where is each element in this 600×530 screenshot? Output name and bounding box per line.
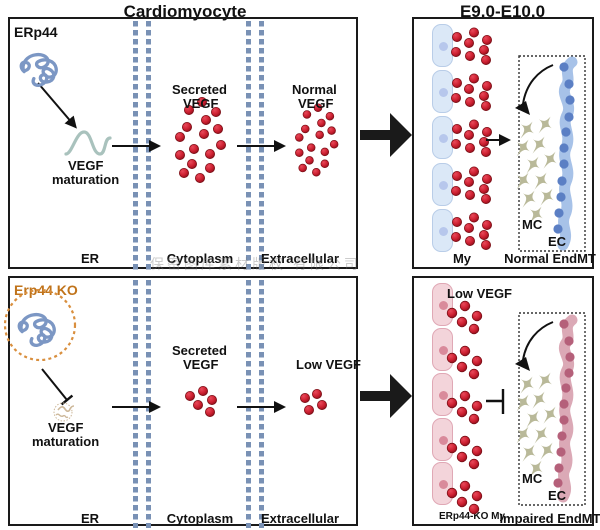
svg-text:EC: EC (548, 488, 567, 503)
svg-text:MC: MC (522, 471, 543, 486)
svg-text:Low VEGF: Low VEGF (447, 286, 512, 301)
